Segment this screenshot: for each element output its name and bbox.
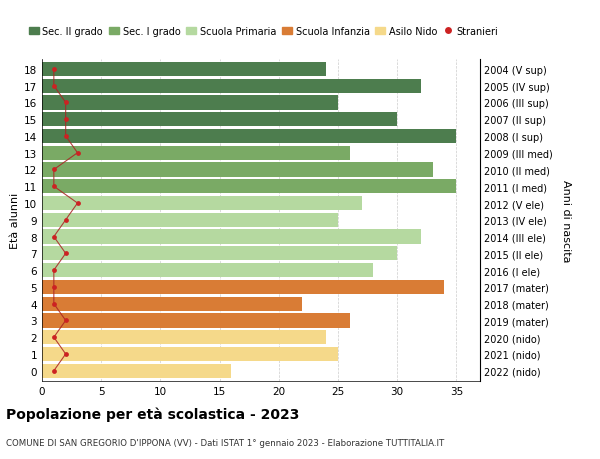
Bar bbox=[42, 364, 232, 378]
Point bbox=[61, 250, 70, 257]
Point bbox=[61, 317, 70, 325]
Bar bbox=[42, 330, 326, 345]
Point bbox=[49, 334, 59, 341]
Bar bbox=[42, 230, 421, 244]
Point bbox=[49, 284, 59, 291]
Point bbox=[61, 133, 70, 140]
Bar bbox=[42, 213, 338, 227]
Bar bbox=[42, 146, 350, 161]
Point bbox=[49, 367, 59, 375]
Point bbox=[49, 183, 59, 190]
Text: Popolazione per età scolastica - 2023: Popolazione per età scolastica - 2023 bbox=[6, 406, 299, 421]
Text: COMUNE DI SAN GREGORIO D'IPPONA (VV) - Dati ISTAT 1° gennaio 2023 - Elaborazione: COMUNE DI SAN GREGORIO D'IPPONA (VV) - D… bbox=[6, 438, 444, 448]
Bar bbox=[42, 79, 421, 94]
Y-axis label: Anni di nascita: Anni di nascita bbox=[561, 179, 571, 262]
Bar bbox=[42, 196, 362, 211]
Point bbox=[49, 167, 59, 174]
Point bbox=[49, 83, 59, 90]
Point bbox=[49, 66, 59, 73]
Bar bbox=[42, 297, 302, 311]
Point bbox=[73, 200, 82, 207]
Point bbox=[61, 217, 70, 224]
Bar bbox=[42, 129, 457, 144]
Point bbox=[61, 116, 70, 123]
Bar bbox=[42, 113, 397, 127]
Bar bbox=[42, 246, 397, 261]
Bar bbox=[42, 163, 433, 177]
Point bbox=[61, 351, 70, 358]
Bar bbox=[42, 280, 445, 294]
Bar bbox=[42, 347, 338, 361]
Bar bbox=[42, 96, 338, 110]
Point bbox=[73, 150, 82, 157]
Point bbox=[49, 233, 59, 241]
Bar bbox=[42, 180, 457, 194]
Point bbox=[49, 300, 59, 308]
Y-axis label: Età alunni: Età alunni bbox=[10, 192, 20, 248]
Legend: Sec. II grado, Sec. I grado, Scuola Primaria, Scuola Infanzia, Asilo Nido, Stran: Sec. II grado, Sec. I grado, Scuola Prim… bbox=[25, 23, 502, 40]
Bar bbox=[42, 263, 373, 278]
Point bbox=[49, 267, 59, 274]
Bar bbox=[42, 313, 350, 328]
Point bbox=[61, 100, 70, 107]
Bar bbox=[42, 62, 326, 77]
